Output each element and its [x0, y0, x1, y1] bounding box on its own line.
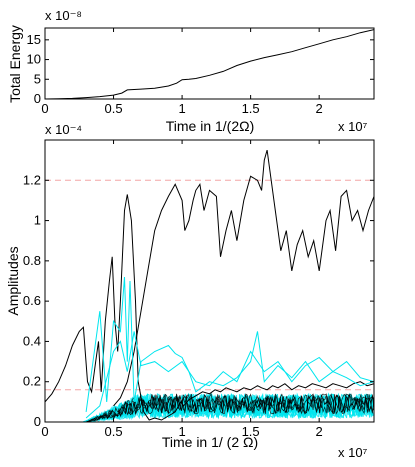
- amplitudes-x-exponent: x 10⁷: [338, 445, 368, 460]
- amplitude-x-tick-label: 0.5: [105, 424, 123, 439]
- energy-x-exponent: x 10⁷: [338, 119, 368, 134]
- energy-x-tick-label: 2: [316, 101, 323, 116]
- energy-x-tick-label: 1.5: [242, 101, 260, 116]
- amplitude-y-tick-label: 0.6: [23, 293, 41, 308]
- amplitude-series-4-line: [85, 331, 374, 419]
- amplitudes-y-axis-label: Amplitudes: [5, 246, 21, 315]
- amplitudes-x-axis-label: Time in 1/ (2 Ω): [162, 434, 258, 450]
- amplitude-reference-lines: [45, 179, 374, 391]
- amplitudes-chart: 0 0.5 1 1.5 2 0 0.2 0.4 0.6 0.8 1 1.2 x 10⁻⁴ Time …: [5, 122, 375, 460]
- amplitudes-y-exponent: x 10⁻⁴: [45, 122, 82, 137]
- amplitude-y-tick-label: 0.2: [23, 374, 41, 389]
- amplitude-x-tick-label: 1.5: [242, 424, 260, 439]
- energy-y-tick-label: 10: [27, 52, 41, 67]
- amplitude-series-2-line: [113, 149, 374, 407]
- amplitude-series-3-line: [85, 276, 374, 412]
- amplitude-x-tick-label: 0: [41, 424, 48, 439]
- energy-series-1-line: [45, 29, 374, 99]
- amplitude-series-1-line: [45, 194, 374, 421]
- energy-y-tick-label: 15: [27, 32, 41, 47]
- energy-y-tick-label: 5: [34, 71, 41, 86]
- energy-plot-frame: [44, 27, 375, 100]
- amplitude-band-layer: [83, 392, 374, 422]
- amplitude-series-layer: [45, 149, 374, 421]
- amplitudes-plot-frame: [44, 139, 375, 423]
- amplitudes-y-ticks: 0 0.2 0.4 0.6 0.8 1 1.2: [23, 172, 374, 429]
- energy-series-layer: [45, 29, 374, 99]
- energy-x-ticks: 0 0.5 1 1.5 2: [41, 28, 323, 116]
- energy-y-tick-label: 0: [34, 91, 41, 106]
- energy-x-axis-label: Time in 1/(2Ω): [166, 118, 255, 134]
- energy-y-ticks: 0 5 10 15: [27, 32, 374, 106]
- amplitude-y-tick-label: 0.4: [23, 333, 41, 348]
- energy-x-tick-label: 0.5: [105, 101, 123, 116]
- amplitudes-x-ticks: 0 0.5 1 1.5 2: [41, 140, 323, 439]
- amplitude-y-tick-label: 0: [34, 414, 41, 429]
- energy-x-tick-label: 1: [178, 101, 185, 116]
- amplitude-x-tick-label: 1: [178, 424, 185, 439]
- amplitude-y-tick-label: 0.8: [23, 253, 41, 268]
- amplitude-y-tick-label: 1.2: [23, 172, 41, 187]
- amplitude-y-tick-label: 1: [34, 213, 41, 228]
- amplitude-mode-trace: [85, 393, 374, 422]
- amplitude-x-tick-label: 2: [316, 424, 323, 439]
- energy-x-tick-label: 0: [41, 101, 48, 116]
- energy-y-axis-label: Total Energy: [7, 25, 23, 103]
- energy-y-exponent: x 10⁻⁸: [45, 8, 82, 23]
